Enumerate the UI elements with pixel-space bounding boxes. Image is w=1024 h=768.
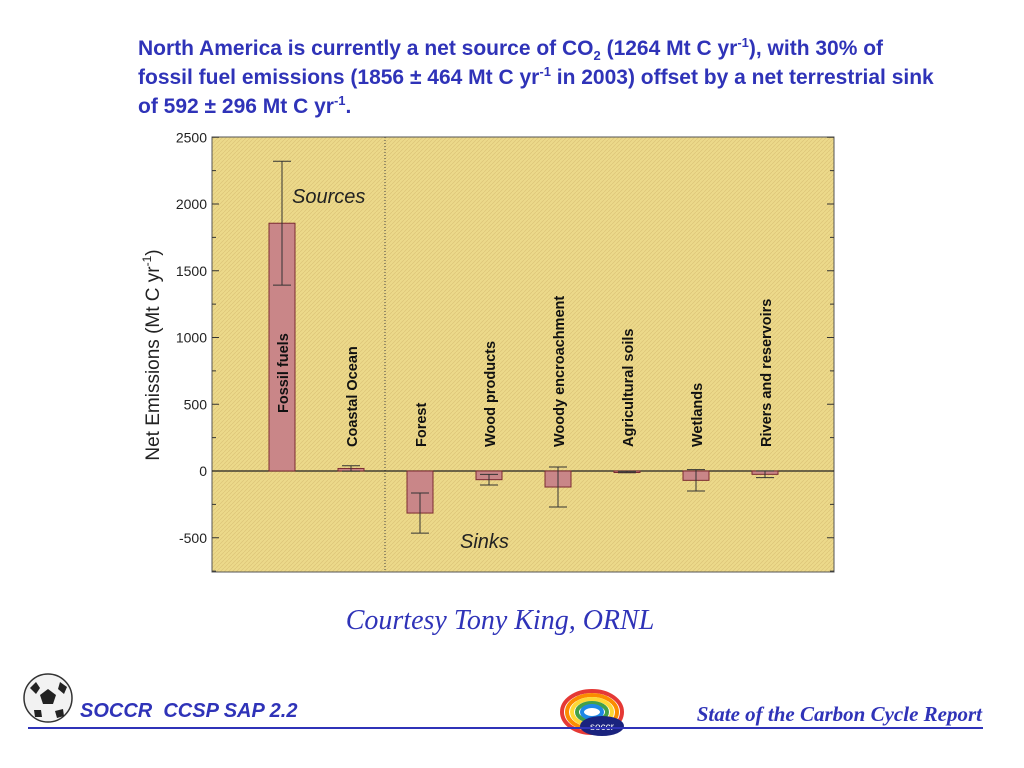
image-credit: Courtesy Tony King, ORNL xyxy=(345,605,655,636)
y-tick-label: -500 xyxy=(179,530,207,546)
y-axis-label-end: ) xyxy=(143,249,164,255)
headline-subscript: 2 xyxy=(593,48,601,64)
plot-area xyxy=(211,136,835,573)
category-label: Coastal Ocean xyxy=(345,346,361,447)
y-tick-label: 1000 xyxy=(176,330,207,346)
y-tick-label: 2500 xyxy=(176,129,207,145)
headline-superscript-2: -1 xyxy=(539,64,551,79)
soccer-ball-icon xyxy=(23,673,73,723)
y-tick-label: 500 xyxy=(184,396,208,412)
category-label: Woody encroachment xyxy=(552,296,568,447)
footer-right-title: State of the Carbon Cycle Report xyxy=(696,702,982,726)
category-label: Wetlands xyxy=(690,383,706,447)
headline-superscript-3: -1 xyxy=(333,93,346,108)
category-label: Fossil fuels xyxy=(276,333,292,413)
footer-left-title: SOCCR CCSP SAP 2.2 xyxy=(80,700,298,722)
sinks-annotation: Sinks xyxy=(460,531,509,553)
category-label: Wood products xyxy=(483,341,499,447)
category-label: Forest xyxy=(414,403,430,447)
headline-part-4: in 2003) offset by a net terrestrial sin… xyxy=(138,66,934,118)
footer-rule xyxy=(28,727,983,729)
headline-superscript-1: -1 xyxy=(737,35,749,50)
y-tick-label: 0 xyxy=(199,463,207,479)
headline-part-1: North America is currently a net source … xyxy=(138,37,594,60)
category-label: Agricultural soils xyxy=(621,329,637,447)
y-tick-label: 2000 xyxy=(176,196,207,212)
slide-headline: North America is currently a net source … xyxy=(138,34,938,121)
y-axis-label: Net Emissions (Mt C yr-1) xyxy=(140,249,164,460)
headline-part-2: (1264 Mt C yr xyxy=(600,37,738,60)
headline-part-3: ), with 30% of fossil fuel emissions (18… xyxy=(138,37,884,89)
y-tick-label: 1500 xyxy=(176,263,207,279)
category-labels: Fossil fuels Coastal Ocean Forest Wood prod… xyxy=(276,296,775,447)
y-axis-label-sup: -1 xyxy=(140,255,154,266)
headline-part-5: . xyxy=(345,95,352,118)
y-axis: -500 0 500 1000 1500 2000 2500 xyxy=(176,129,834,572)
bars-group xyxy=(268,160,779,534)
soccr-logo: soccr xyxy=(560,689,624,736)
emissions-bar-chart: -500 0 500 1000 1500 2000 2500 Fossil fuels Coa… xyxy=(140,129,835,573)
y-axis-label-text: Net Emissions (Mt C yr xyxy=(143,266,164,461)
sources-annotation: Sources xyxy=(292,186,365,208)
category-label: Rivers and reservoirs xyxy=(759,299,775,447)
